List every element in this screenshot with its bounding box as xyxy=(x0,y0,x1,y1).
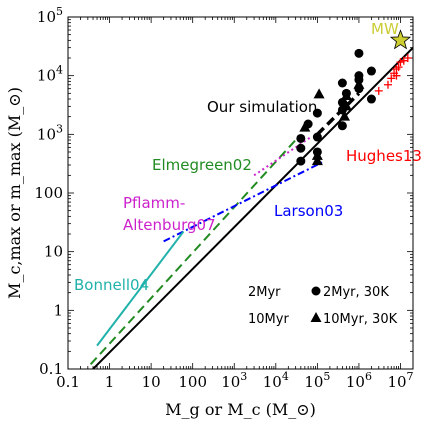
10myr-point xyxy=(340,90,352,101)
x-tick-label: 103 xyxy=(221,370,247,391)
2myr-point xyxy=(366,94,376,104)
hughes13-point xyxy=(383,80,392,89)
2myr-point xyxy=(296,133,306,143)
2myr-point xyxy=(354,48,364,58)
x-tick-label: 10 xyxy=(142,373,161,391)
2myr-point xyxy=(296,156,306,166)
x-tick-label: 100 xyxy=(178,373,207,391)
legend-label: 2Myr xyxy=(248,285,281,300)
2myr-point xyxy=(312,108,322,118)
x-tick-label: 107 xyxy=(387,370,413,391)
hughes13-point xyxy=(374,86,383,95)
annotation-elmegreen02: Elmegreen02 xyxy=(152,156,252,174)
x-tick-label: 105 xyxy=(304,370,330,391)
x-tick-label: 106 xyxy=(346,370,372,391)
annotation-our-simulation: Our simulation xyxy=(207,98,317,116)
legend-marker-triangle xyxy=(310,312,322,322)
annotation-hughes13: Hughes13 xyxy=(346,147,422,165)
line-elmegreen02 xyxy=(89,139,297,366)
plot-area xyxy=(89,29,413,369)
10myr-point xyxy=(299,121,311,132)
x-tick-label: 104 xyxy=(263,370,289,391)
annotation-altenburg07: Altenburg07 xyxy=(123,216,216,234)
2myr-point xyxy=(366,66,376,76)
y-tick-label: 0.1 xyxy=(39,360,63,378)
x-tick-label: 0.1 xyxy=(56,373,80,391)
2myr-point xyxy=(337,121,347,131)
annotation-bonnell04: Bonnell04 xyxy=(74,276,149,294)
2myr-point xyxy=(354,71,364,81)
10myr-point xyxy=(311,149,323,160)
x-axis-label: M_g or M_c (M_⊙) xyxy=(165,400,316,419)
10myr-point xyxy=(353,78,365,89)
hughes13-point xyxy=(394,63,403,72)
10myr-point xyxy=(340,100,352,111)
hughes13-point xyxy=(387,74,396,83)
line-our-simulation xyxy=(316,92,361,136)
y-tick-label: 100 xyxy=(34,184,63,202)
legend-label: 10Myr, 30K xyxy=(323,312,398,327)
annotation-pflamm-: Pflamm- xyxy=(123,194,185,212)
10myr-point xyxy=(339,110,351,121)
annotation-larson03: Larson03 xyxy=(274,202,343,220)
x-tick-label: 1 xyxy=(105,373,115,391)
2myr-point xyxy=(296,143,306,153)
y-tick-label: 103 xyxy=(37,122,63,143)
hughes13-point xyxy=(392,71,401,80)
hughes13-point xyxy=(403,54,412,63)
annotation-mw: MW xyxy=(371,20,399,38)
legend-label: 10Myr xyxy=(248,312,289,327)
line-fit xyxy=(92,46,413,369)
hughes13-point xyxy=(399,56,408,65)
line-pflamm-altenburg07 xyxy=(253,136,312,177)
y-tick-label: 105 xyxy=(37,5,63,26)
legend: 2Myr 2Myr, 30K 10Myr 10Myr, 30K xyxy=(248,285,398,327)
y-tick-label: 104 xyxy=(37,64,63,85)
10myr-point xyxy=(311,155,323,166)
y-tick-label: 1 xyxy=(53,301,63,319)
legend-label: 2Myr, 30K xyxy=(323,285,389,300)
line-bonnell04 xyxy=(96,230,185,347)
legend-marker-circle xyxy=(311,286,321,296)
y-tick-label: 10 xyxy=(44,243,63,261)
y-axis-label: M_c,max or m_max (M_⊙) xyxy=(5,87,24,299)
2myr-point xyxy=(312,132,322,142)
10myr-point xyxy=(313,88,325,99)
ticks-group xyxy=(67,16,414,370)
2myr-point xyxy=(337,78,347,88)
mw-point xyxy=(389,29,412,50)
